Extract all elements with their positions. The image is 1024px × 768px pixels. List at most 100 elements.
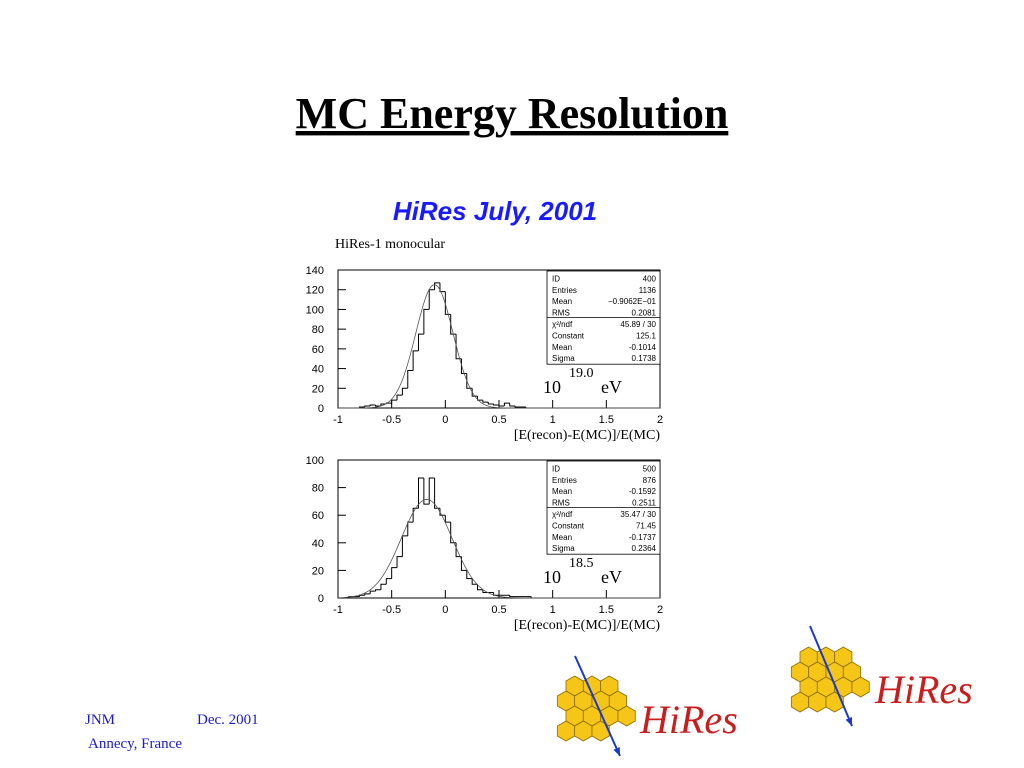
histogram-bin bbox=[477, 396, 483, 401]
histogram-bin bbox=[401, 535, 408, 557]
histogram-bin bbox=[358, 594, 365, 597]
stats-value: -0.1737 bbox=[629, 533, 657, 542]
histogram-bin bbox=[380, 583, 387, 590]
histogram-bin bbox=[391, 567, 398, 579]
hexagon bbox=[851, 676, 870, 698]
histogram-bin bbox=[407, 370, 414, 389]
stats-name: ID bbox=[552, 274, 560, 283]
arrow-shaft bbox=[809, 625, 853, 727]
stats-value: 45.89 / 30 bbox=[620, 320, 656, 329]
stats-name: Entries bbox=[552, 476, 577, 485]
caption: HiRes-1 monocular bbox=[335, 237, 445, 252]
histogram-bin bbox=[471, 388, 478, 397]
histogram-bin bbox=[514, 406, 521, 408]
histogram-bin bbox=[434, 477, 440, 509]
histogram-bin bbox=[498, 405, 505, 407]
stats-value: 35.47 / 30 bbox=[620, 510, 656, 519]
x-tick-label: -1 bbox=[333, 604, 343, 616]
stats-name: Sigma bbox=[552, 544, 575, 553]
x-tick-label: 1.5 bbox=[599, 604, 614, 616]
stats-value: 125.1 bbox=[636, 331, 657, 340]
histogram-bin bbox=[423, 308, 430, 335]
histogram-bin bbox=[401, 387, 408, 396]
stats-name: Constant bbox=[552, 331, 585, 340]
histogram-bin bbox=[364, 405, 371, 408]
y-tick-label: 40 bbox=[312, 538, 324, 550]
fit-curve bbox=[337, 499, 660, 599]
energy-base: 10 bbox=[543, 377, 561, 397]
stats-name: Mean bbox=[552, 533, 572, 542]
stats-name: RMS bbox=[552, 309, 570, 318]
footer-date: Dec. 2001 bbox=[197, 712, 259, 728]
histogram-bin bbox=[460, 556, 467, 571]
stats-value: 400 bbox=[643, 274, 657, 283]
y-tick-label: 80 bbox=[312, 483, 324, 495]
x-tick-label: -0.5 bbox=[382, 604, 401, 616]
stats-value: 0.1738 bbox=[632, 354, 657, 363]
fit-curve bbox=[338, 284, 660, 409]
x-axis-label: [E(recon)-E(MC)]/E(MC) bbox=[514, 428, 661, 443]
y-tick-label: 120 bbox=[306, 285, 324, 297]
x-tick-label: 1 bbox=[550, 414, 556, 426]
histogram-bin bbox=[450, 314, 457, 335]
histogram-bin bbox=[428, 289, 435, 310]
histogram-bin bbox=[375, 405, 381, 407]
stats-value: 876 bbox=[643, 476, 657, 485]
histogram-bin bbox=[428, 477, 435, 505]
histogram-bin bbox=[434, 282, 440, 290]
histogram-bin bbox=[477, 584, 483, 591]
histogram-bin bbox=[450, 522, 457, 544]
histogram-bin bbox=[509, 403, 516, 407]
stats-value: 500 bbox=[643, 464, 657, 473]
footer-place: Annecy, France bbox=[88, 736, 182, 752]
energy-unit: eV bbox=[601, 567, 622, 587]
stats-value: 1136 bbox=[639, 286, 657, 295]
stats-name: RMS bbox=[552, 499, 570, 508]
y-tick-label: 20 bbox=[312, 383, 324, 395]
histogram-bin bbox=[385, 578, 392, 585]
histogram-bin bbox=[364, 593, 371, 596]
footer-author: JNM bbox=[85, 712, 115, 728]
x-axis-label: [E(recon)-E(MC)]/E(MC) bbox=[514, 618, 661, 633]
arrow-head bbox=[613, 747, 620, 756]
stats-name: Mean bbox=[552, 297, 572, 306]
histogram-bin bbox=[439, 282, 446, 293]
histogram-bin bbox=[493, 404, 499, 406]
histogram-bin bbox=[380, 403, 387, 407]
histogram-bin bbox=[439, 508, 446, 516]
stats-name: Sigma bbox=[552, 354, 575, 363]
stats-name: Mean bbox=[552, 343, 572, 352]
histogram-bin bbox=[418, 477, 424, 509]
y-tick-label: 100 bbox=[306, 304, 324, 316]
arrow-head bbox=[845, 717, 853, 726]
y-tick-label: 20 bbox=[312, 565, 324, 577]
energy-exponent: 19.0 bbox=[569, 366, 594, 381]
stats-value: 71.45 bbox=[636, 521, 657, 530]
stats-name: ID bbox=[552, 464, 560, 473]
stats-value: 0.2511 bbox=[632, 499, 656, 508]
logo-text: HiRes bbox=[874, 667, 973, 712]
histogram-bin bbox=[509, 595, 516, 598]
y-tick-label: 80 bbox=[312, 324, 324, 336]
histogram-bin bbox=[482, 589, 489, 593]
y-tick-label: 60 bbox=[312, 510, 324, 522]
y-tick-label: 100 bbox=[306, 455, 324, 467]
subtitle: HiRes July, 2001 bbox=[393, 196, 597, 226]
histogram-bin bbox=[412, 507, 419, 523]
energy-base: 10 bbox=[543, 567, 561, 587]
histogram-bin bbox=[412, 350, 419, 371]
histogram-bin bbox=[407, 521, 414, 536]
stats-name: Entries bbox=[552, 286, 577, 295]
logo bbox=[556, 655, 636, 757]
x-tick-label: 1.5 bbox=[599, 414, 614, 426]
x-tick-label: 2 bbox=[657, 414, 663, 426]
histogram-bin bbox=[396, 394, 403, 401]
x-tick-label: 0 bbox=[442, 414, 448, 426]
histogram-bin bbox=[471, 578, 478, 585]
histogram-bin bbox=[444, 515, 451, 523]
x-tick-label: 0.5 bbox=[491, 604, 506, 616]
stats-name: Constant bbox=[552, 521, 585, 530]
stats-value: 0.2364 bbox=[632, 544, 657, 553]
logo bbox=[790, 625, 870, 727]
